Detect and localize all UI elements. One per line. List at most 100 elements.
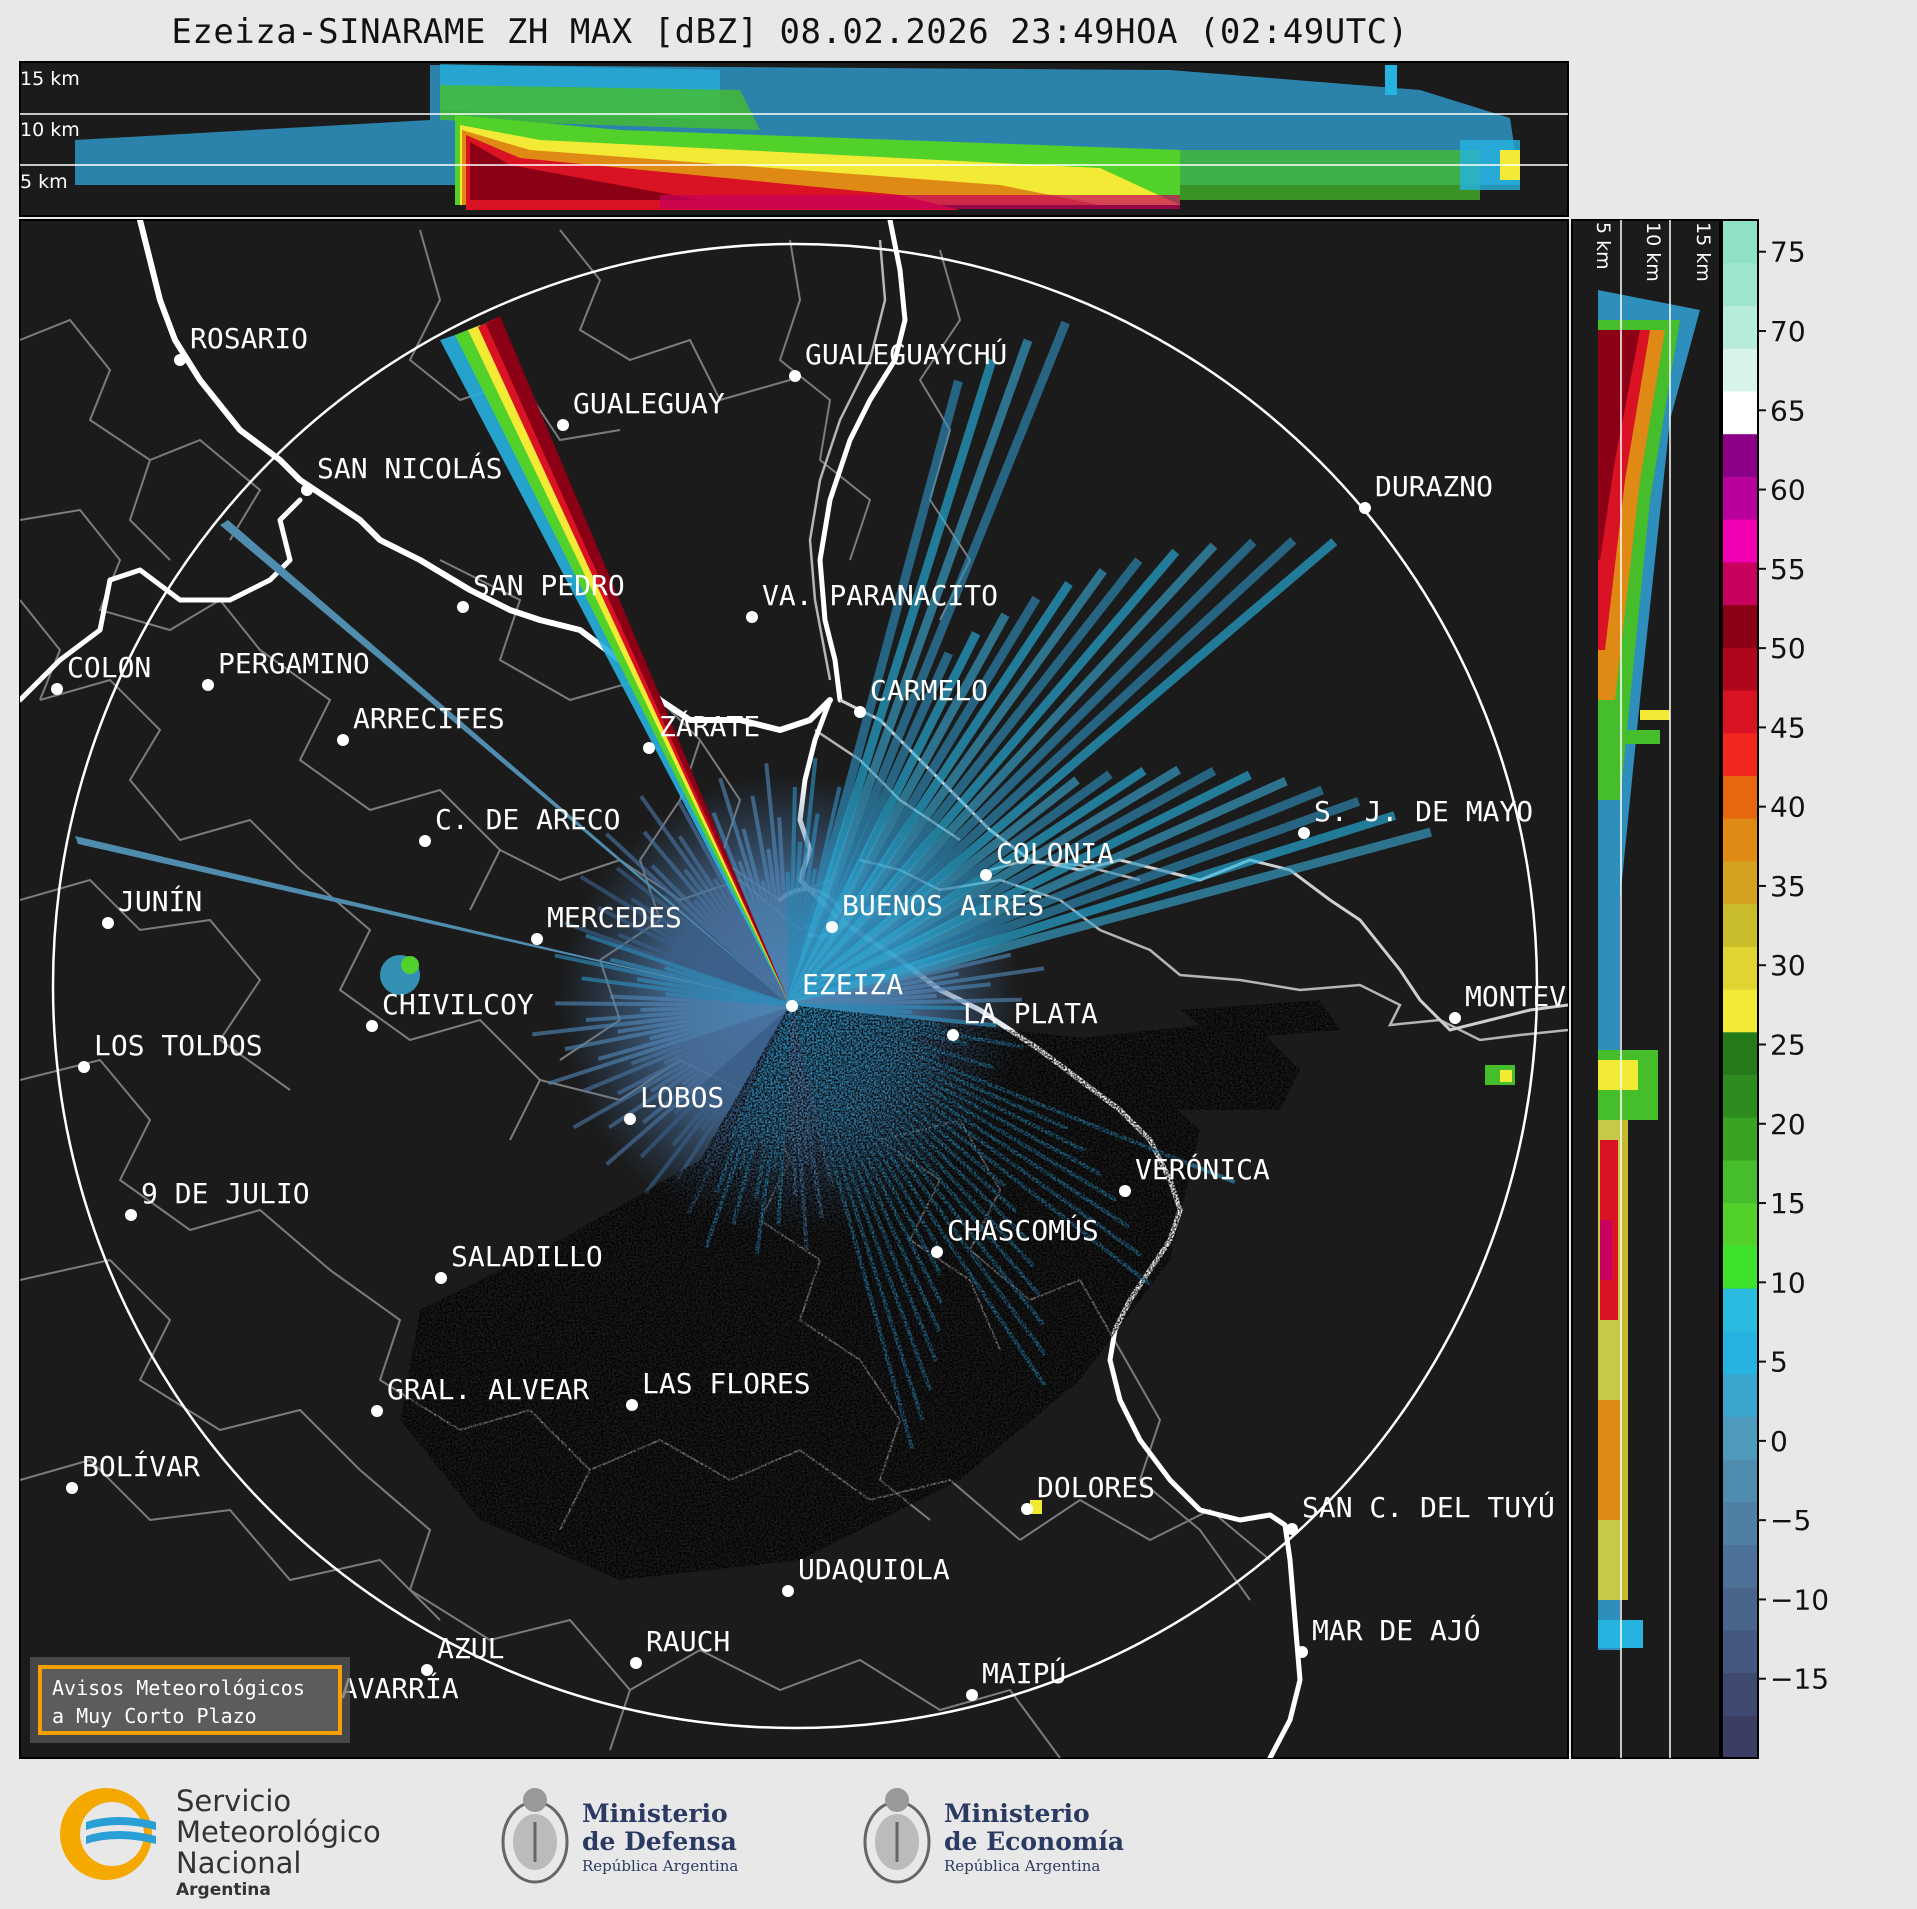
colorbar-swatch bbox=[1722, 1373, 1758, 1417]
colorbar-swatch bbox=[1722, 689, 1758, 734]
city-label: LA PLATA bbox=[963, 997, 1098, 1030]
defensa-line-1: Ministerio bbox=[582, 1799, 728, 1828]
city-label: RAUCH bbox=[646, 1625, 730, 1658]
city-marker bbox=[51, 683, 63, 695]
city-marker bbox=[1449, 1012, 1461, 1024]
echo-ray bbox=[785, 320, 1070, 1007]
echo-ray bbox=[788, 827, 1432, 1010]
city-label: MONTEVIDEO bbox=[1465, 980, 1634, 1013]
city-marker bbox=[786, 1000, 798, 1012]
colorbar-swatch bbox=[1722, 1587, 1758, 1631]
city-marker bbox=[457, 601, 469, 613]
defensa-line-2: de Defensa bbox=[582, 1827, 737, 1856]
city-label: SAN C. DEL TUYÚ bbox=[1302, 1490, 1555, 1524]
colorbar-swatch bbox=[1722, 989, 1758, 1033]
city-label: LAS FLORES bbox=[642, 1367, 811, 1400]
colorbar-swatch bbox=[1722, 1330, 1758, 1375]
city-label: SAN PEDRO bbox=[473, 569, 625, 602]
colorbar-tick-label: 0 bbox=[1770, 1425, 1788, 1458]
city-label: JUNÍN bbox=[118, 884, 202, 918]
city-label: GUALEGUAYCHÚ bbox=[805, 337, 1007, 371]
city-label: ARRECIFES bbox=[353, 702, 505, 735]
colorbar-tick-label: −15 bbox=[1770, 1663, 1829, 1696]
colorbar-swatch bbox=[1722, 903, 1758, 947]
echo-ray bbox=[786, 537, 1297, 1009]
colorbar-tick-label: 25 bbox=[1770, 1028, 1806, 1061]
height-label-10km: 10 km bbox=[20, 119, 80, 141]
city-label: BOLÍVAR bbox=[82, 1449, 200, 1483]
city-label: CHASCOMÚS bbox=[947, 1213, 1099, 1247]
economia-wordmark: Ministerio de Economía República Argenti… bbox=[944, 1800, 1124, 1876]
echo-ray bbox=[787, 538, 1338, 1009]
city-marker bbox=[174, 354, 186, 366]
city-label: CARMELO bbox=[870, 674, 988, 707]
city-marker bbox=[1286, 1523, 1298, 1535]
city-marker bbox=[1021, 1503, 1033, 1515]
city-label: COLON bbox=[67, 651, 151, 684]
city-label: UDAQUIOLA bbox=[798, 1553, 950, 1586]
colorbar-swatch bbox=[1722, 1629, 1758, 1674]
city-marker bbox=[1119, 1185, 1131, 1197]
smn-wordmark: Servicio Meteorológico Nacional Argentin… bbox=[176, 1786, 381, 1901]
city-label: ROSARIO bbox=[190, 322, 308, 355]
city-marker bbox=[125, 1209, 137, 1221]
city-marker bbox=[624, 1113, 636, 1125]
side-label-10km: 10 km bbox=[1642, 222, 1664, 282]
radar-figure: 15 km 10 km 5 km bbox=[19, 61, 1829, 1759]
colorbar-swatch bbox=[1722, 1202, 1758, 1246]
colorbar-tick-label: 40 bbox=[1770, 791, 1806, 824]
city-label: GUALEGUAY bbox=[573, 387, 725, 420]
economia-line-2: de Economía bbox=[944, 1827, 1125, 1856]
city-marker bbox=[630, 1657, 642, 1669]
radar-echoes bbox=[75, 316, 1515, 1580]
colorbar-swatch bbox=[1722, 390, 1758, 435]
city-marker bbox=[826, 921, 838, 933]
city-marker bbox=[301, 484, 313, 496]
colorbar-swatch bbox=[1722, 476, 1758, 520]
smn-logo-icon bbox=[60, 1788, 156, 1880]
colorbar-swatch bbox=[1722, 604, 1758, 648]
colorbar-tick-label: 55 bbox=[1770, 553, 1806, 586]
smn-line-2: Meteorológico bbox=[176, 1815, 381, 1849]
side-profile-echoes bbox=[1598, 290, 1700, 1650]
colorbar-swatch bbox=[1722, 262, 1758, 306]
city-marker bbox=[337, 734, 349, 746]
city-label: C. DE ARECO bbox=[435, 803, 620, 836]
city-label: LOS TOLDOS bbox=[94, 1029, 263, 1062]
city-label: DOLORES bbox=[1037, 1471, 1155, 1504]
city-marker bbox=[626, 1399, 638, 1411]
city-marker bbox=[371, 1405, 383, 1417]
notice-line-1: Avisos Meteorológicos bbox=[52, 1676, 305, 1700]
colorbar-tick-label: 5 bbox=[1770, 1346, 1788, 1379]
colorbar-tick-label: 60 bbox=[1770, 474, 1806, 507]
city-label: SAN NICOLÁS bbox=[317, 451, 502, 485]
side-label-5km: 5 km bbox=[1592, 222, 1614, 270]
height-label-15km: 15 km bbox=[20, 68, 80, 90]
economia-line-3: República Argentina bbox=[944, 1857, 1101, 1875]
colorbar-swatch bbox=[1722, 860, 1758, 905]
city-label: EZEIZA bbox=[802, 968, 903, 1001]
colorbar bbox=[1722, 220, 1758, 1759]
colorbar-swatch bbox=[1722, 732, 1758, 776]
colorbar-swatch bbox=[1722, 1288, 1758, 1332]
city-label: VERÓNICA bbox=[1135, 1152, 1270, 1186]
city-marker bbox=[643, 742, 655, 754]
warning-notice-box[interactable]: Avisos Meteorológicos a Muy Corto Plazo bbox=[38, 1665, 342, 1735]
colorbar-tick-label: 50 bbox=[1770, 632, 1806, 665]
colorbar-swatch bbox=[1722, 1458, 1758, 1503]
colorbar-swatch bbox=[1722, 220, 1758, 264]
colorbar-swatch bbox=[1722, 647, 1758, 691]
colorbar-swatch bbox=[1722, 1544, 1758, 1588]
defensa-wordmark: Ministerio de Defensa República Argentin… bbox=[582, 1800, 738, 1876]
city-label: CHIVILCOY bbox=[382, 988, 534, 1021]
city-label: S. J. DE MAYO bbox=[1314, 795, 1533, 828]
city-marker bbox=[782, 1585, 794, 1597]
city-marker bbox=[557, 419, 569, 431]
height-label-5km: 5 km bbox=[20, 171, 68, 193]
colorbar-tick-label: −10 bbox=[1770, 1583, 1829, 1616]
colorbar-swatch bbox=[1722, 1117, 1758, 1161]
city-marker bbox=[931, 1246, 943, 1258]
city-marker bbox=[789, 370, 801, 382]
colorbar-tick-label: 15 bbox=[1770, 1187, 1806, 1220]
